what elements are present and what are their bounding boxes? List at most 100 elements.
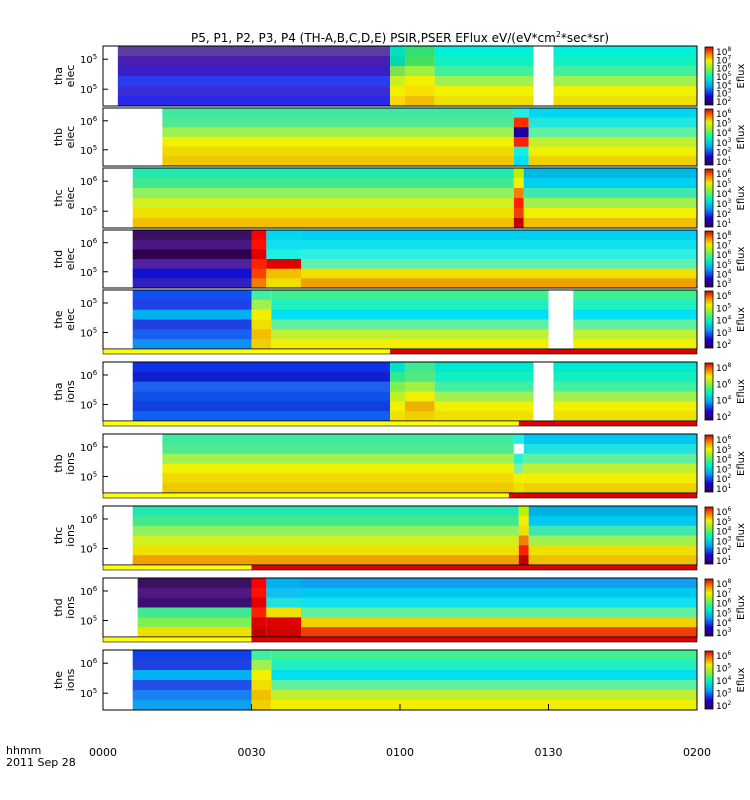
spectrogram-cell <box>434 362 534 373</box>
spectrogram-cell <box>523 208 697 219</box>
colorbar-tick-label: 107 <box>716 588 731 600</box>
spectrogram-cell <box>390 56 405 67</box>
spectrogram-cell <box>162 127 514 138</box>
spectrogram-cell <box>271 700 697 711</box>
colorbar-tick-label: 104 <box>716 127 731 139</box>
spectrogram-cell <box>271 339 549 350</box>
colorbar-tick-label: 105 <box>716 607 731 619</box>
spectrogram-cell <box>132 555 519 566</box>
spectrogram-cell <box>162 483 514 494</box>
ytick-label: 106 <box>80 657 98 670</box>
colorbar-tick-label: 101 <box>716 483 731 495</box>
spectrogram-cell <box>553 391 697 402</box>
ytick-label: 105 <box>80 205 97 218</box>
spectrogram-cell <box>573 329 697 340</box>
spectrogram-cell <box>132 309 252 320</box>
spectrogram-cell <box>390 96 405 107</box>
ytick-label: 105 <box>80 297 97 310</box>
spectrogram-cell <box>132 700 252 711</box>
ytick-label: 105 <box>80 542 97 555</box>
spectrogram-cell <box>251 278 267 289</box>
spectrogram-cell <box>266 278 301 289</box>
colorbar-tick-label: 104 <box>716 617 731 629</box>
spectrogram-cell <box>301 259 697 270</box>
spectrogram-cell <box>513 453 524 464</box>
ytick-label: 106 <box>80 115 98 128</box>
spectrogram-cell <box>518 525 529 536</box>
spectrogram-cell <box>162 443 514 455</box>
ytick-label: 105 <box>80 470 97 483</box>
colorbar-tick-label: 103 <box>716 88 731 100</box>
spectrogram-cell <box>132 188 514 199</box>
spectrogram-cell <box>132 670 252 681</box>
spectrogram-cell <box>404 56 435 67</box>
spectrogram-cell <box>271 690 697 701</box>
spectrogram-cell <box>404 371 435 383</box>
panel-label-probe: tha <box>52 382 65 400</box>
ytick-label: 106 <box>80 513 98 526</box>
spectrogram-cell <box>301 278 697 289</box>
spectrogram-cell <box>513 188 524 199</box>
spectrogram-cell <box>251 268 267 279</box>
spectrogram-cell <box>528 146 697 157</box>
spectrogram-cell <box>528 545 697 556</box>
spectrogram-cell <box>132 198 514 209</box>
panel-label-species: ions <box>64 380 77 403</box>
colorbar-tick-label: 105 <box>716 71 731 83</box>
time-axis-label-hhmm: hhmm <box>6 744 41 757</box>
spectrogram-cell <box>137 627 252 638</box>
spectrogram-cell <box>266 607 301 618</box>
panel-label-probe: thc <box>52 189 65 206</box>
ytick-label: 105 <box>80 398 97 411</box>
ytick-label: 106 <box>80 441 98 454</box>
spectrogram-cell <box>132 278 252 289</box>
spectrogram-cell <box>301 597 697 608</box>
spectrogram-cell <box>117 76 391 87</box>
flag-bar-frame <box>102 492 698 499</box>
spectrogram-cell <box>523 463 697 474</box>
spectrogram-cell <box>553 401 697 412</box>
spectrogram-gap <box>103 168 133 228</box>
spectrogram-cell <box>301 617 697 628</box>
spectrogram-cell <box>553 56 697 67</box>
colorbar <box>704 578 714 637</box>
spectrogram-cell <box>404 76 435 87</box>
colorbar-tick-label: 104 <box>716 454 731 466</box>
colorbar-tick-label: 106 <box>716 290 731 302</box>
spectrogram-cell <box>573 299 697 311</box>
colorbar-tick-label: 102 <box>716 96 731 108</box>
spectrogram-cell <box>434 401 534 412</box>
spectrogram-cell <box>513 483 524 494</box>
spectrogram-gap <box>103 650 133 710</box>
panel-tha-ions: 106 105 tha ions 108 106 104 102 Eflux <box>52 361 747 427</box>
spectrogram-cell <box>117 86 391 97</box>
flag-bar-frame <box>102 564 698 571</box>
spectrogram-cell <box>137 587 252 599</box>
spectrogram-cell <box>523 453 697 464</box>
colorbar <box>704 506 714 565</box>
spectrogram-cell <box>390 362 405 373</box>
spectrogram-cell <box>434 66 534 77</box>
colorbar-tick-label: 104 <box>716 526 731 538</box>
colorbar-tick-label: 101 <box>716 218 731 230</box>
spectrogram-cell <box>132 329 252 340</box>
spectrogram-cell <box>404 362 435 373</box>
spectrogram-cell <box>528 127 697 138</box>
spectrogram-cell <box>162 117 514 128</box>
spectrogram-cell <box>301 587 697 599</box>
spectrogram-cell <box>390 381 405 392</box>
spectrogram-cell <box>523 178 697 189</box>
colorbar-tick-label: 105 <box>716 259 731 271</box>
spectrogram-cell <box>137 617 252 628</box>
spectrogram-cell <box>251 617 267 628</box>
panel-label-probe: the <box>52 671 65 689</box>
spectrogram-cell <box>251 587 267 599</box>
spectrogram-cell <box>434 56 534 67</box>
spectrogram-cell <box>132 401 391 412</box>
spectrogram-cell <box>513 178 524 189</box>
spectrogram-cell <box>162 146 514 157</box>
colorbar-tick-label: 108 <box>716 230 731 242</box>
